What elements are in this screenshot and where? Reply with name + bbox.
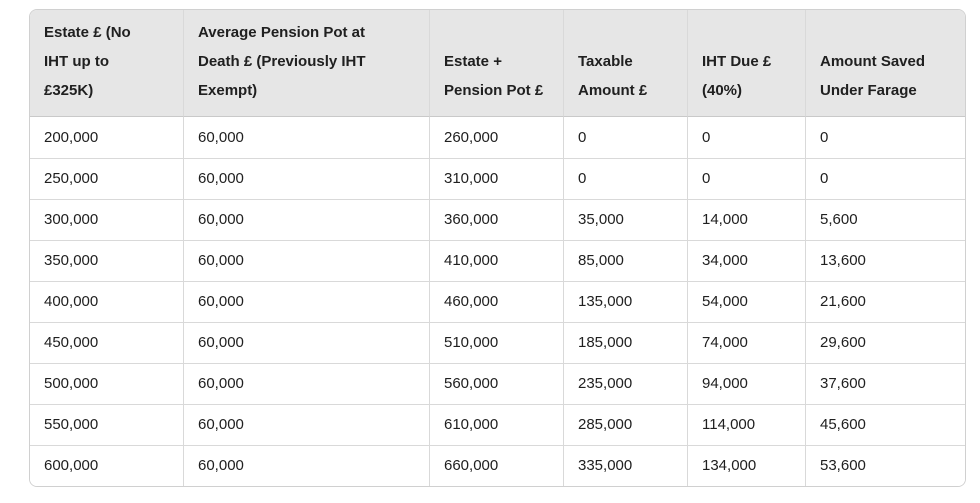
table-cell: 0 <box>564 117 688 158</box>
table-cell: 200,000 <box>30 117 184 158</box>
table-cell: 600,000 <box>30 445 184 486</box>
col-header-estate-plus-pension: Estate + Pension Pot £ <box>430 10 564 117</box>
table-cell: 360,000 <box>430 199 564 240</box>
table-cell: 235,000 <box>564 363 688 404</box>
table-cell: 135,000 <box>564 281 688 322</box>
col-header-pension-pot-label: Average Pension Pot at Death £ (Previous… <box>198 24 366 99</box>
table-cell: 610,000 <box>430 404 564 445</box>
table-cell: 37,600 <box>806 363 965 404</box>
table-cell: 14,000 <box>688 199 806 240</box>
table-cell: 285,000 <box>564 404 688 445</box>
table-cell: 400,000 <box>30 281 184 322</box>
col-header-iht-due: IHT Due £ (40%) <box>688 10 806 117</box>
table-cell: 60,000 <box>184 404 430 445</box>
table-cell: 74,000 <box>688 322 806 363</box>
table-cell: 250,000 <box>30 158 184 199</box>
table-cell: 114,000 <box>688 404 806 445</box>
table-cell: 500,000 <box>30 363 184 404</box>
table-cell: 60,000 <box>184 445 430 486</box>
table-cell: 350,000 <box>30 240 184 281</box>
table-cell: 450,000 <box>30 322 184 363</box>
table-cell: 300,000 <box>30 199 184 240</box>
col-header-iht-due-label: IHT Due £ (40%) <box>702 53 772 99</box>
table-cell: 60,000 <box>184 240 430 281</box>
table-cell: 60,000 <box>184 117 430 158</box>
table-cell: 60,000 <box>184 363 430 404</box>
table-cell: 134,000 <box>688 445 806 486</box>
table-cell: 21,600 <box>806 281 965 322</box>
table-cell: 45,600 <box>806 404 965 445</box>
col-header-amount-saved-label: Amount Saved Under Farage <box>820 53 926 99</box>
table-cell: 29,600 <box>806 322 965 363</box>
table-row: 500,000 60,000 560,000 235,000 94,000 37,600 <box>30 363 965 404</box>
table-cell: 0 <box>688 158 806 199</box>
table-cell: 0 <box>688 117 806 158</box>
col-header-taxable-amount-label: Taxable Amount £ <box>578 53 648 99</box>
table-cell: 660,000 <box>430 445 564 486</box>
col-header-estate: Estate £ (No IHT up to £325K) <box>30 10 184 117</box>
table-row: 550,000 60,000 610,000 285,000 114,000 45,600 <box>30 404 965 445</box>
iht-table-card: Estate £ (No IHT up to £325K) Average Pe… <box>29 9 966 487</box>
iht-table: Estate £ (No IHT up to £325K) Average Pe… <box>30 10 965 486</box>
table-cell: 35,000 <box>564 199 688 240</box>
table-body: 200,000 60,000 260,000 0 0 0 250,000 60,000 310,… <box>30 117 965 486</box>
table-cell: 13,600 <box>806 240 965 281</box>
table-cell: 60,000 <box>184 158 430 199</box>
table-row: 200,000 60,000 260,000 0 0 0 <box>30 117 965 158</box>
table-cell: 5,600 <box>806 199 965 240</box>
table-cell: 0 <box>806 117 965 158</box>
table-cell: 85,000 <box>564 240 688 281</box>
table-row: 450,000 60,000 510,000 185,000 74,000 29,600 <box>30 322 965 363</box>
table-cell: 0 <box>564 158 688 199</box>
table-cell: 60,000 <box>184 199 430 240</box>
table-row: 250,000 60,000 310,000 0 0 0 <box>30 158 965 199</box>
table-cell: 260,000 <box>430 117 564 158</box>
col-header-pension-pot: Average Pension Pot at Death £ (Previous… <box>184 10 430 117</box>
table-cell: 53,600 <box>806 445 965 486</box>
col-header-estate-plus-pension-label: Estate + Pension Pot £ <box>444 53 544 99</box>
table-header: Estate £ (No IHT up to £325K) Average Pe… <box>30 10 965 117</box>
table-cell: 550,000 <box>30 404 184 445</box>
table-row: 300,000 60,000 360,000 35,000 14,000 5,600 <box>30 199 965 240</box>
table-cell: 410,000 <box>430 240 564 281</box>
table-cell: 60,000 <box>184 281 430 322</box>
table-cell: 0 <box>806 158 965 199</box>
header-row: Estate £ (No IHT up to £325K) Average Pe… <box>30 10 965 117</box>
col-header-amount-saved: Amount Saved Under Farage <box>806 10 965 117</box>
table-cell: 54,000 <box>688 281 806 322</box>
table-cell: 560,000 <box>430 363 564 404</box>
table-row: 400,000 60,000 460,000 135,000 54,000 21,600 <box>30 281 965 322</box>
col-header-estate-label: Estate £ (No IHT up to £325K) <box>44 24 131 99</box>
table-cell: 310,000 <box>430 158 564 199</box>
table-cell: 510,000 <box>430 322 564 363</box>
table-row: 600,000 60,000 660,000 335,000 134,000 53,600 <box>30 445 965 486</box>
table-row: 350,000 60,000 410,000 85,000 34,000 13,600 <box>30 240 965 281</box>
table-cell: 335,000 <box>564 445 688 486</box>
col-header-taxable-amount: Taxable Amount £ <box>564 10 688 117</box>
table-cell: 94,000 <box>688 363 806 404</box>
table-cell: 60,000 <box>184 322 430 363</box>
table-cell: 460,000 <box>430 281 564 322</box>
table-cell: 185,000 <box>564 322 688 363</box>
table-cell: 34,000 <box>688 240 806 281</box>
